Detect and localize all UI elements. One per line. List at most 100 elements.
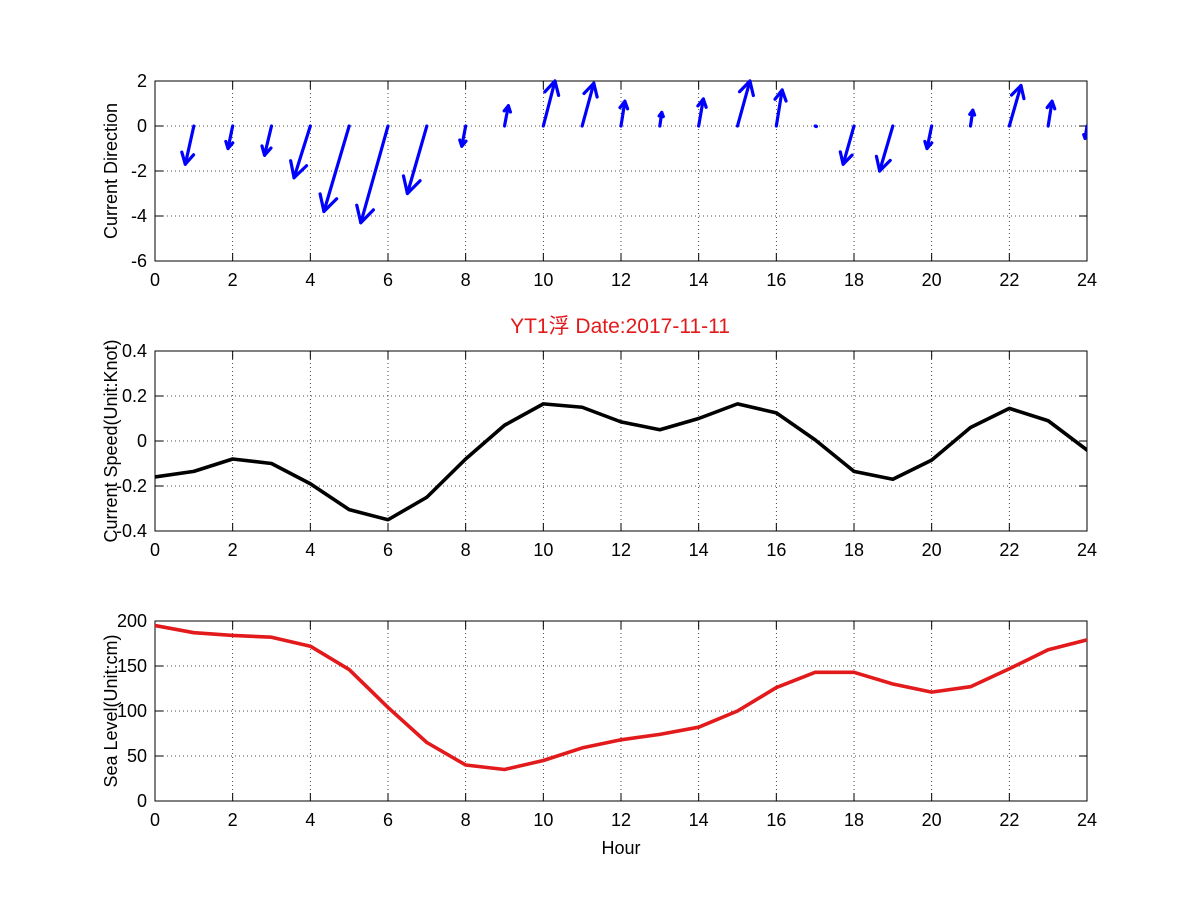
- y-tick-label: -2: [131, 161, 147, 181]
- arrow-shaft: [878, 124, 895, 173]
- x-tick-label: 0: [150, 540, 160, 560]
- arrow-head: [838, 150, 854, 166]
- arrow-head: [401, 174, 422, 196]
- arrow-head: [289, 159, 309, 180]
- x-tick-label: 24: [1077, 270, 1097, 290]
- y-tick-label: -0.2: [116, 476, 147, 496]
- x-tick-label: 0: [150, 810, 160, 830]
- x-tick-label: 8: [461, 540, 471, 560]
- data-layer: [155, 623, 1087, 772]
- data-layer: [180, 79, 1087, 225]
- y-tick-label: 0.2: [122, 386, 147, 406]
- direction-arrow: [180, 124, 196, 166]
- direction-arrow: [696, 97, 708, 128]
- arrow-head: [224, 139, 235, 151]
- arrow-head: [773, 88, 788, 103]
- x-tick-label: 12: [611, 270, 631, 290]
- arrow-head: [582, 81, 599, 99]
- x-tick-label: 22: [999, 270, 1019, 290]
- direction-arrow: [224, 124, 235, 151]
- y-tick-label: 2: [137, 71, 147, 91]
- data-layer: [155, 402, 1087, 522]
- x-tick-label: 0: [150, 270, 160, 290]
- direction-arrow: [318, 124, 351, 214]
- arrow-head: [968, 108, 977, 117]
- x-tick-label: 6: [383, 540, 393, 560]
- arrow-shaft: [1046, 99, 1054, 128]
- y-axis-label: Sea Level(Unit:cm): [101, 634, 121, 787]
- x-tick-label: 18: [844, 810, 864, 830]
- chart-title: YT1浮 Date:2017-11-11: [510, 315, 730, 338]
- direction-arrow: [401, 124, 429, 196]
- x-tick-label: 2: [228, 540, 238, 560]
- arrow-shaft: [541, 79, 557, 128]
- direction-arrow: [657, 110, 665, 128]
- x-tick-label: 6: [383, 810, 393, 830]
- arrow-head: [618, 99, 630, 111]
- arrow-shaft: [322, 124, 351, 214]
- y-tick-label: 150: [117, 656, 147, 676]
- arrow-shaft: [925, 124, 934, 151]
- arrow-head: [1045, 99, 1057, 111]
- arrow-shaft: [226, 124, 235, 151]
- x-tick-label: 2: [228, 270, 238, 290]
- y-axis-label: Current Direction: [101, 103, 121, 239]
- y-tick-label: 0: [137, 116, 147, 136]
- arrow-head: [458, 138, 468, 148]
- direction-arrow: [541, 79, 561, 128]
- arrow-head: [657, 110, 665, 119]
- x-tick-label: 18: [844, 540, 864, 560]
- direction-arrow: [580, 81, 599, 128]
- x-tick-label: 4: [305, 540, 315, 560]
- x-tick-label: 10: [533, 270, 553, 290]
- x-tick-label: 16: [766, 540, 786, 560]
- arrow-shaft: [460, 124, 468, 148]
- arrow-shaft: [619, 99, 627, 128]
- direction-arrow: [968, 108, 977, 128]
- x-tick-label: 14: [689, 810, 709, 830]
- arrow-shaft: [841, 124, 856, 166]
- x-tick-label: 22: [999, 810, 1019, 830]
- x-tick-label: 4: [305, 270, 315, 290]
- y-tick-label: 0: [137, 791, 147, 811]
- arrow-head: [1009, 83, 1026, 101]
- direction-arrow: [1045, 99, 1057, 128]
- y-tick-label: 200: [117, 611, 147, 631]
- y-tick-label: 0.4: [122, 341, 147, 361]
- y-tick-label: 0: [137, 431, 147, 451]
- arrow-head: [923, 139, 934, 151]
- direction-arrow: [289, 124, 312, 180]
- arrow-head: [1082, 133, 1087, 140]
- y-tick-label: -0.4: [116, 521, 147, 541]
- direction-arrow: [260, 124, 274, 157]
- arrow-head: [502, 104, 512, 114]
- x-tick-label: 10: [533, 810, 553, 830]
- arrow-head: [543, 79, 561, 98]
- y-tick-label: 50: [127, 746, 147, 766]
- y-tick-label: 100: [117, 701, 147, 721]
- speed-line: [155, 402, 1087, 522]
- x-tick-label: 6: [383, 270, 393, 290]
- x-tick-label: 20: [922, 270, 942, 290]
- arrow-shaft: [580, 81, 596, 128]
- direction-arrow: [838, 124, 856, 166]
- arrow-head: [355, 203, 375, 225]
- arrow-head: [180, 150, 196, 166]
- arrow-head: [874, 154, 892, 173]
- direction-arrow: [1082, 124, 1087, 140]
- arrow-head: [737, 79, 755, 98]
- x-tick-label: 2: [228, 810, 238, 830]
- x-tick-label: 22: [999, 540, 1019, 560]
- direction-arrow: [502, 104, 512, 128]
- arrow-shaft: [502, 104, 510, 128]
- direction-arrow: [1007, 83, 1026, 128]
- x-tick-label: 10: [533, 540, 553, 560]
- arrow-shaft: [359, 124, 390, 225]
- x-tick-label: 18: [844, 270, 864, 290]
- direction-arrow: [874, 124, 895, 173]
- arrow-shaft: [405, 124, 429, 196]
- x-tick-label: 8: [461, 270, 471, 290]
